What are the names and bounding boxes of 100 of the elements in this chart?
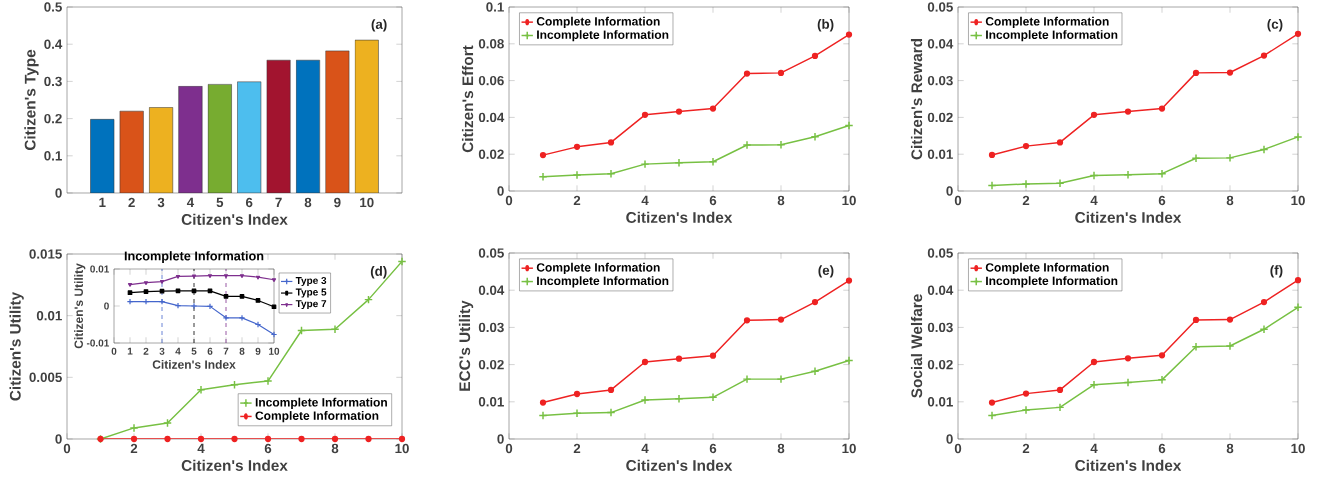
x-tick-label: 4 bbox=[641, 443, 649, 453]
x-tick-label: 3 bbox=[159, 347, 165, 355]
x-tick-label: 8 bbox=[331, 443, 339, 454]
y-tick-label: 0.03 bbox=[927, 75, 953, 86]
x-tick-label: 8 bbox=[239, 347, 245, 355]
x-tick-label: 10 bbox=[842, 443, 856, 454]
y-axis-title: Citizen's Reward bbox=[910, 39, 923, 160]
x-axis-title: Citizen's Index bbox=[152, 359, 236, 369]
x-tick-label: 7 bbox=[275, 197, 282, 207]
legend-label: Incomplete Information bbox=[537, 30, 669, 42]
y-tick-label: 0.005 bbox=[29, 372, 62, 383]
x-tick-label: 8 bbox=[777, 443, 785, 454]
y-axis-title: Citizen's Effort bbox=[461, 45, 474, 153]
x-tick-label: 10 bbox=[1291, 443, 1305, 454]
x-tick-label: 4 bbox=[641, 195, 649, 205]
y-tick-label: 0.01 bbox=[927, 149, 953, 159]
x-axis-title: Citizen's Index bbox=[1075, 211, 1182, 223]
y-tick-label: 0.03 bbox=[927, 322, 953, 333]
y-tick-label: 0.04 bbox=[478, 285, 505, 295]
x-tick-label: 6 bbox=[245, 197, 253, 208]
y-tick-label: 0.05 bbox=[927, 248, 953, 258]
x-tick-label: 9 bbox=[334, 197, 341, 208]
x-tick-label: 10 bbox=[360, 197, 374, 208]
legend-label: Incomplete Information bbox=[986, 276, 1118, 288]
y-tick-label: 0.04 bbox=[478, 112, 505, 123]
legend-label: Incomplete Information bbox=[537, 276, 669, 288]
y-tick-label: 0.1 bbox=[486, 2, 504, 12]
x-tick-label: 2 bbox=[130, 443, 138, 454]
x-tick-label: 2 bbox=[573, 443, 581, 454]
y-tick-label: 0.4 bbox=[44, 39, 63, 49]
x-tick-label: 0 bbox=[505, 195, 513, 206]
y-tick-label: 0 bbox=[55, 434, 62, 444]
x-tick-label: 1 bbox=[127, 347, 133, 355]
y-axis-title: Citizen's Utility bbox=[9, 291, 24, 401]
x-tick-label: 0 bbox=[111, 347, 117, 355]
y-tick-label: 0.2 bbox=[44, 113, 62, 124]
x-tick-label: 0 bbox=[63, 443, 71, 454]
y-axis-title: Citizen's Utility bbox=[74, 263, 86, 349]
x-tick-label: 4 bbox=[1090, 443, 1098, 453]
x-tick-label: 0 bbox=[954, 195, 962, 206]
x-tick-label: 0 bbox=[954, 443, 962, 454]
x-tick-label: 0 bbox=[505, 443, 513, 454]
x-axis-title: Citizen's Index bbox=[181, 459, 288, 471]
annotation: (e) bbox=[818, 265, 834, 278]
x-tick-label: 4 bbox=[175, 347, 181, 355]
y-axis-title: ECC's Utility bbox=[458, 300, 474, 391]
legend-label: Complete Information bbox=[255, 411, 379, 423]
y-tick-label: 0.08 bbox=[478, 39, 504, 49]
x-tick-label: 2 bbox=[143, 347, 149, 355]
y-tick-label: 0.02 bbox=[478, 359, 504, 370]
chart-title: Incomplete Information bbox=[124, 251, 264, 263]
x-axis-title: Citizen's Index bbox=[181, 213, 288, 225]
y-tick-label: 0 bbox=[946, 186, 953, 196]
y-tick-label: 0.04 bbox=[927, 285, 954, 295]
x-tick-label: 9 bbox=[255, 347, 261, 355]
y-tick-label: 0 bbox=[497, 186, 504, 196]
annotation: (d) bbox=[370, 266, 387, 279]
legend-label: Incomplete Information bbox=[255, 397, 387, 409]
x-tick-label: 2 bbox=[128, 197, 135, 208]
annotation: (c) bbox=[1267, 19, 1283, 32]
x-tick-label: 8 bbox=[1226, 443, 1234, 454]
x-tick-label: 8 bbox=[777, 195, 785, 206]
y-tick-label: 0.05 bbox=[478, 248, 504, 258]
legend-label: Type 5 bbox=[295, 288, 327, 298]
x-axis-title: Citizen's Index bbox=[626, 211, 733, 223]
x-tick-label: 2 bbox=[1022, 443, 1030, 454]
x-tick-label: 8 bbox=[1226, 195, 1234, 206]
legend-label: Complete Information bbox=[536, 262, 660, 275]
y-tick-label: 0.015 bbox=[29, 249, 62, 259]
y-tick-label: 0.02 bbox=[927, 359, 953, 370]
x-tick-label: 4 bbox=[197, 443, 205, 453]
x-tick-label: 4 bbox=[186, 197, 195, 207]
legend-label: Incomplete Information bbox=[986, 30, 1118, 42]
x-tick-label: 2 bbox=[1022, 195, 1030, 206]
x-axis-title: Citizen's Index bbox=[626, 459, 733, 471]
y-tick-label: 0 bbox=[497, 434, 504, 444]
annotation: (f) bbox=[1270, 265, 1283, 278]
x-tick-label: 6 bbox=[207, 347, 213, 355]
y-tick-label: 0.06 bbox=[478, 75, 504, 86]
x-tick-label: 10 bbox=[842, 195, 856, 206]
x-tick-label: 6 bbox=[709, 195, 717, 206]
y-tick-label: 0.05 bbox=[927, 2, 953, 12]
x-tick-label: 6 bbox=[1158, 443, 1166, 454]
y-tick-label: 0.01 bbox=[36, 310, 62, 321]
x-tick-label: 5 bbox=[216, 197, 224, 208]
y-tick-label: 0 bbox=[104, 302, 109, 310]
x-tick-label: 6 bbox=[1158, 195, 1166, 206]
x-tick-label: 1 bbox=[99, 197, 106, 207]
x-tick-label: 3 bbox=[157, 197, 165, 208]
y-axis-title: Citizen's Type bbox=[24, 49, 39, 151]
legend-label: Complete Information bbox=[536, 16, 660, 28]
y-tick-label: 0.5 bbox=[44, 2, 62, 12]
x-tick-label: 10 bbox=[1291, 195, 1305, 206]
annotation: (b) bbox=[817, 19, 834, 32]
x-tick-label: 2 bbox=[573, 195, 581, 206]
y-tick-label: 0.1 bbox=[44, 151, 62, 161]
y-axis-title: Social Welfare bbox=[910, 294, 923, 398]
y-tick-label: 0.04 bbox=[927, 39, 954, 49]
x-tick-label: 7 bbox=[223, 347, 229, 355]
legend-label: Complete Information bbox=[985, 16, 1109, 28]
